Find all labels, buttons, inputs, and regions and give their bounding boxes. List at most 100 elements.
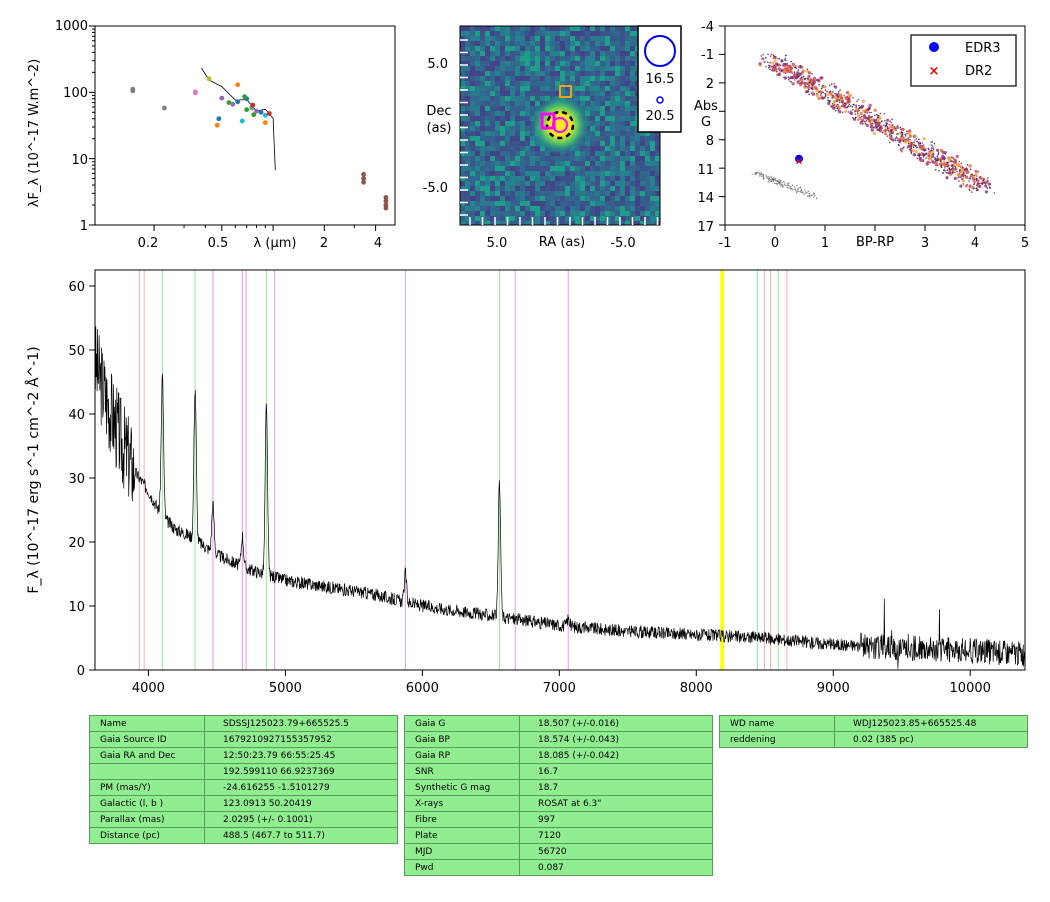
image-pixel bbox=[495, 81, 500, 86]
image-pixel bbox=[505, 96, 510, 101]
hr-wd-point bbox=[794, 188, 796, 191]
hr-density-point bbox=[838, 106, 842, 110]
image-pixel bbox=[505, 201, 510, 206]
image-pixel bbox=[505, 131, 510, 136]
image-pixel bbox=[635, 176, 640, 181]
image-pixel bbox=[615, 46, 620, 51]
table-key: Synthetic G mag bbox=[404, 779, 520, 796]
image-pixel bbox=[500, 26, 505, 31]
hr-density-point bbox=[866, 117, 870, 121]
image-pixel bbox=[570, 171, 575, 176]
image-pixel bbox=[620, 146, 625, 151]
hr-density-point bbox=[807, 91, 810, 93]
image-pixel bbox=[560, 166, 565, 171]
hr-density-point bbox=[913, 144, 915, 146]
image-pixel bbox=[510, 206, 515, 211]
image-pixel bbox=[645, 176, 650, 181]
image-pixel bbox=[630, 91, 635, 96]
image-pixel bbox=[560, 171, 565, 176]
image-pixel bbox=[465, 151, 470, 156]
image-pixel bbox=[635, 191, 640, 196]
image-pixel bbox=[655, 201, 660, 206]
image-pixel bbox=[610, 156, 615, 161]
hr-density-point bbox=[890, 134, 893, 137]
image-pixel bbox=[480, 86, 485, 91]
image-pixel bbox=[600, 206, 605, 211]
image-pixel bbox=[625, 161, 630, 166]
image-pixel bbox=[480, 41, 485, 46]
image-pixel bbox=[580, 171, 585, 176]
image-pixel bbox=[600, 46, 605, 51]
image-pixel bbox=[605, 181, 610, 186]
image-pixel bbox=[500, 76, 505, 81]
image-pixel bbox=[470, 136, 475, 141]
hr-density-point bbox=[846, 100, 850, 104]
table-value: -24.616255 -1.5101279 bbox=[204, 779, 398, 796]
hr-density-point bbox=[877, 114, 880, 117]
image-pixel bbox=[575, 176, 580, 181]
image-pixel bbox=[475, 101, 480, 106]
image-pixel bbox=[465, 111, 470, 116]
hr-density-point bbox=[935, 157, 937, 160]
image-pixel bbox=[485, 206, 490, 211]
image-pixel bbox=[475, 161, 480, 166]
image-pixel bbox=[500, 46, 505, 51]
hr-density-point bbox=[873, 108, 877, 112]
image-pixel bbox=[500, 36, 505, 41]
image-pixel bbox=[515, 106, 520, 111]
image-pixel bbox=[620, 171, 625, 176]
image-pixel bbox=[540, 76, 545, 81]
hr-ytick: 2 bbox=[706, 77, 714, 92]
hr-density-point bbox=[974, 169, 978, 173]
image-pixel bbox=[475, 86, 480, 91]
image-pixel bbox=[540, 51, 545, 56]
image-pixel bbox=[560, 191, 565, 196]
image-pixel bbox=[550, 171, 555, 176]
hr-density-point bbox=[774, 67, 778, 71]
image-pixel bbox=[475, 131, 480, 136]
hr-density-point bbox=[949, 160, 952, 162]
image-pixel bbox=[570, 151, 575, 156]
sed-point bbox=[258, 109, 264, 115]
image-pixel bbox=[600, 66, 605, 71]
image-pixel bbox=[465, 121, 470, 126]
table-row: Distance (pc) 488.5 (467.7 to 511.7) bbox=[89, 827, 398, 844]
hr-density-point bbox=[962, 183, 965, 185]
image-pixel bbox=[565, 211, 570, 216]
image-pixel bbox=[475, 51, 480, 56]
table-key: Gaia Source ID bbox=[89, 731, 205, 748]
image-pixel bbox=[610, 141, 615, 146]
image-pixel bbox=[535, 26, 540, 31]
image-pixel bbox=[630, 206, 635, 211]
image-pixel bbox=[520, 31, 525, 36]
image-pixel bbox=[610, 181, 615, 186]
image-pixel bbox=[585, 56, 590, 61]
image-pixel bbox=[565, 61, 570, 66]
image-pixel bbox=[575, 196, 580, 201]
image-pixel bbox=[630, 76, 635, 81]
image-pixel bbox=[615, 121, 620, 126]
hr-density-point bbox=[769, 68, 771, 71]
image-pixel bbox=[540, 91, 545, 96]
image-pixel bbox=[500, 116, 505, 121]
image-pixel bbox=[575, 91, 580, 96]
image-pixel bbox=[520, 146, 525, 151]
image-pixel bbox=[570, 221, 575, 225]
image-pixel bbox=[550, 221, 555, 225]
hr-wd-point bbox=[795, 188, 797, 190]
image-pixel bbox=[525, 171, 530, 176]
image-pixel bbox=[645, 151, 650, 156]
hr-density-point bbox=[789, 66, 794, 70]
image-pixel bbox=[490, 141, 495, 146]
image-pixel bbox=[515, 91, 520, 96]
image-pixel bbox=[505, 91, 510, 96]
image-pixel bbox=[560, 181, 565, 186]
hr-density-point bbox=[856, 114, 861, 118]
hr-wd-point bbox=[789, 186, 791, 188]
image-pixel bbox=[575, 41, 580, 46]
image-pixel bbox=[650, 146, 655, 151]
image-pixel bbox=[615, 176, 620, 181]
image-pixel bbox=[650, 171, 655, 176]
image-pixel bbox=[560, 71, 565, 76]
image-pixel bbox=[590, 166, 595, 171]
